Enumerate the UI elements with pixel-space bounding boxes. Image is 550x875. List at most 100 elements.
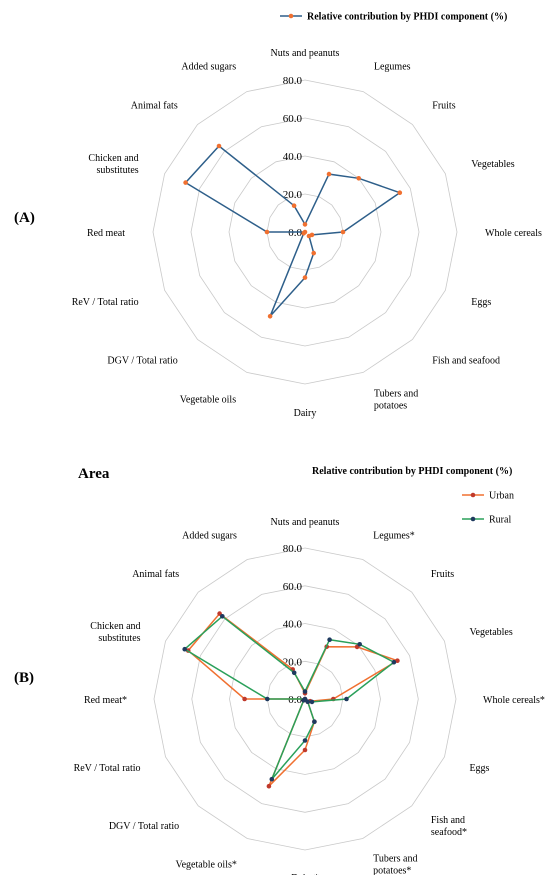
category-label-line: Vegetables bbox=[469, 627, 512, 638]
category-label-line: Animal fats bbox=[131, 101, 178, 112]
category-label-line: Chicken and bbox=[90, 621, 140, 632]
series-point bbox=[340, 229, 346, 235]
category-label: Eggs bbox=[471, 297, 491, 308]
grid-ring bbox=[190, 117, 420, 347]
category-label-line: Vegetable oils* bbox=[176, 859, 237, 870]
category-label: Tubers and potatoes* bbox=[373, 853, 417, 875]
category-label: Nuts and peanuts bbox=[271, 48, 340, 59]
category-label-line: Nuts and peanuts bbox=[271, 517, 340, 528]
category-label: Fruits bbox=[431, 569, 454, 580]
category-label-line: Eggs bbox=[471, 297, 491, 308]
legend-swatch-marker bbox=[470, 492, 476, 498]
category-label-line: Dairy bbox=[294, 408, 317, 419]
category-label: Fruits bbox=[432, 101, 455, 112]
series-point bbox=[344, 696, 349, 702]
category-label-line: ReV / Total ratio bbox=[74, 763, 141, 774]
series-point bbox=[269, 776, 275, 782]
series-point bbox=[266, 783, 272, 789]
category-label: Fish and seafood* bbox=[431, 815, 467, 838]
category-label-line: substitutes bbox=[98, 633, 140, 644]
category-label-line: Eggs bbox=[469, 763, 489, 774]
radar-panel-a: 0.0 20.0 40.0 60.0 80.0 Nuts and peanuts Legum… bbox=[14, 12, 542, 420]
category-label-line: Tubers and bbox=[373, 853, 417, 864]
tick-label: 60.0 bbox=[283, 113, 303, 125]
category-label-line: ReV / Total ratio bbox=[72, 297, 139, 308]
category-label: DGV / Total ratio bbox=[107, 355, 177, 366]
series-point bbox=[182, 646, 187, 652]
series-point bbox=[291, 203, 297, 208]
category-label-line: Fish and bbox=[431, 815, 465, 826]
category-label: Vegetables bbox=[469, 627, 512, 638]
category-label: Nuts and peanuts bbox=[271, 517, 340, 528]
category-label: Vegetables bbox=[471, 159, 514, 170]
category-label: Tubers and potatoes bbox=[374, 388, 418, 411]
series-point bbox=[302, 689, 308, 694]
grid-ring bbox=[153, 547, 457, 851]
category-label-line: Legumes* bbox=[373, 531, 415, 542]
category-label-line: Fruits bbox=[432, 101, 455, 112]
series-point bbox=[183, 180, 188, 185]
series-point bbox=[267, 314, 273, 319]
tick-label: 80.0 bbox=[283, 543, 303, 555]
category-label: Animal fats bbox=[132, 569, 179, 580]
series-point bbox=[356, 176, 362, 181]
tick-label: 40.0 bbox=[283, 151, 303, 163]
category-label: ReV / Total ratio bbox=[74, 763, 141, 774]
legend-label: Relative contribution by PHDI component … bbox=[307, 12, 507, 23]
series-point bbox=[357, 642, 363, 647]
category-label-line: Red meat bbox=[87, 228, 125, 239]
category-label-line: Nuts and peanuts bbox=[271, 48, 340, 59]
category-label-line: DGV / Total ratio bbox=[107, 355, 177, 366]
series-point bbox=[302, 275, 308, 280]
category-label-line: seafood* bbox=[431, 827, 467, 838]
category-label-line: Whole cereals bbox=[485, 228, 542, 239]
category-label: Added sugars bbox=[182, 531, 237, 542]
category-label-line: Added sugars bbox=[181, 62, 236, 73]
tick-label: 20.0 bbox=[283, 189, 303, 201]
category-label: Fish and seafood bbox=[432, 355, 500, 366]
category-label-line: Fruits bbox=[431, 569, 454, 580]
category-label-line: Added sugars bbox=[182, 531, 237, 542]
category-label-line: substitutes bbox=[96, 165, 138, 176]
tick-label: 0.0 bbox=[288, 694, 302, 706]
series-point bbox=[302, 747, 308, 753]
grid-ring bbox=[152, 79, 458, 385]
category-label: Whole cereals bbox=[485, 228, 542, 239]
category-label: Vegetable oils bbox=[180, 394, 236, 405]
legend-swatch-marker bbox=[470, 516, 476, 522]
tick-label: 60.0 bbox=[283, 581, 303, 593]
category-label-line: Tubers and bbox=[374, 388, 418, 399]
series-point bbox=[216, 143, 222, 149]
category-label-line: Animal fats bbox=[132, 569, 179, 580]
series-point bbox=[327, 637, 332, 642]
grid-ring bbox=[228, 155, 382, 309]
category-label: Red meat bbox=[87, 228, 125, 239]
category-label: Chicken and substitutes bbox=[90, 621, 140, 644]
category-label: Dairy* bbox=[291, 873, 319, 875]
category-label: Added sugars bbox=[181, 62, 236, 73]
series-point bbox=[395, 658, 400, 663]
category-label-line: Vegetable oils bbox=[180, 394, 236, 405]
legend-label: Rural bbox=[489, 515, 511, 526]
series-point bbox=[309, 699, 315, 705]
category-label-line: Vegetables bbox=[471, 159, 514, 170]
category-label-line: DGV / Total ratio bbox=[109, 821, 179, 832]
series-point bbox=[397, 190, 403, 195]
grid-ring bbox=[229, 623, 381, 775]
category-label-line: Red meat* bbox=[84, 695, 127, 706]
category-label: Eggs bbox=[469, 763, 489, 774]
series-point bbox=[302, 222, 308, 227]
series-point bbox=[302, 696, 308, 702]
category-label-line: potatoes* bbox=[373, 865, 411, 875]
category-label: Vegetable oils* bbox=[176, 859, 237, 870]
legend-swatch-marker bbox=[288, 13, 294, 19]
series-point bbox=[242, 696, 247, 702]
category-label: Chicken and substitutes bbox=[88, 153, 138, 176]
category-label: ReV / Total ratio bbox=[72, 297, 139, 308]
legend-title: Relative contribution by PHDI component … bbox=[312, 466, 512, 477]
category-label-line: Fish and seafood bbox=[432, 355, 500, 366]
grid-ring bbox=[266, 193, 344, 271]
